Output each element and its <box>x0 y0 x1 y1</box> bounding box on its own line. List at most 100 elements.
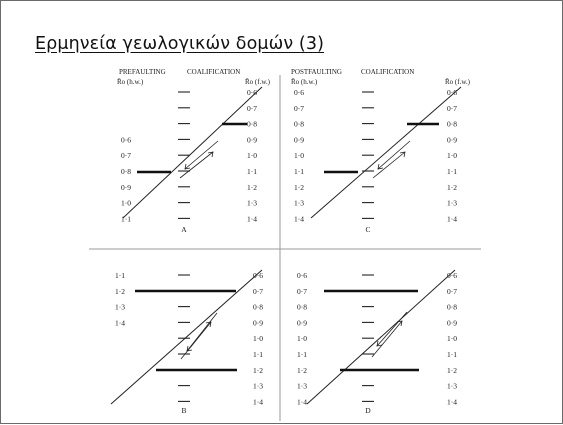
hw-value: 1·2 <box>297 366 307 375</box>
hw-value: 1·1 <box>294 167 304 176</box>
ro-fw-label-c: R̄o (f.w.) <box>445 78 471 86</box>
hw-value: 1·3 <box>297 382 307 391</box>
slip-arrow-down <box>376 311 408 347</box>
panel-letter: A <box>181 225 187 234</box>
slip-arrowhead-down <box>376 340 383 347</box>
header-postfaulting: POSTFAULTING <box>291 68 342 76</box>
fw-value: 1·0 <box>247 151 257 160</box>
fw-value: 0·9 <box>447 135 457 144</box>
hw-value: 0·6 <box>297 271 307 280</box>
ro-hw-label-c: R̄o (h.w.) <box>291 78 318 86</box>
fw-value: 0·6 <box>247 88 257 97</box>
slide-title: Ερμηνεία γεωλογικών δομών (3) <box>35 34 324 54</box>
hw-value: 1·0 <box>121 199 131 208</box>
fault-line <box>122 86 263 219</box>
hw-value: 0·8 <box>121 167 131 176</box>
panel-a: 0·6 0·7 0·8 0·9 1·0 1·1 1·2 1·3 1·4 0·6 0·7 0·8 0·9 1… <box>121 86 263 234</box>
fw-value: 1·3 <box>447 199 457 208</box>
fw-value: 1·2 <box>253 366 263 375</box>
hw-value: 0·8 <box>297 303 307 312</box>
hw-value: 0·7 <box>121 151 131 160</box>
fw-value: 1·1 <box>447 167 457 176</box>
slip-arrow-up <box>372 151 406 179</box>
slip-arrowhead-down <box>377 163 384 170</box>
slip-arrowhead-up <box>205 321 212 328</box>
fw-value: 0·8 <box>447 120 457 129</box>
fw-value: 1·2 <box>447 183 457 192</box>
slip-arrowhead-down <box>184 163 191 170</box>
panel-letter: B <box>181 406 186 415</box>
fw-value: 0·7 <box>447 104 457 113</box>
hw-value: 0·8 <box>294 120 304 129</box>
fw-value: 1·3 <box>253 382 263 391</box>
ro-hw-label-a: R̄o (h.w.) <box>117 78 144 86</box>
panel-letter: C <box>365 225 370 234</box>
fw-value: 0·7 <box>253 287 263 296</box>
hw-value: 0·9 <box>294 135 304 144</box>
slip-arrowhead-up <box>399 151 406 158</box>
header-prefaulting: PREFAULTING <box>119 68 166 76</box>
hw-value: 1·3 <box>115 303 125 312</box>
hw-value: 1·1 <box>115 271 125 280</box>
slip-arrowhead-up <box>396 320 403 327</box>
fw-value: 1·4 <box>253 397 263 406</box>
hw-value: 1·1 <box>297 350 307 359</box>
panel-letter: D <box>365 406 371 415</box>
fw-value: 1·2 <box>447 366 457 375</box>
fw-value: 0·8 <box>253 303 263 312</box>
fw-value: 0·9 <box>447 318 457 327</box>
fw-value: 0·8 <box>247 120 257 129</box>
fw-value: 1·1 <box>253 350 263 359</box>
fw-value: 1·0 <box>447 334 457 343</box>
hw-value: 1·4 <box>294 214 304 223</box>
hw-value: 1·0 <box>297 334 307 343</box>
fw-value: 1·4 <box>247 214 257 223</box>
hw-value: 1·3 <box>294 199 304 208</box>
panel-d: 0·6 0·7 0·8 0·9 1·0 1·1 1·2 1·3 1·4 0·6 0·7 0·8 0·9 1… <box>297 269 457 415</box>
fw-value: 1·1 <box>247 167 257 176</box>
panel-c: 0·6 0·7 0·8 0·9 1·0 1·1 1·2 1·3 1·4 0·6 0·7 0·8 0·9 1… <box>294 86 462 234</box>
fw-value: 0·7 <box>247 104 257 113</box>
fw-value: 1·4 <box>447 397 457 406</box>
fault-line <box>110 269 263 405</box>
hw-value: 1·1 <box>121 214 131 223</box>
fw-value: 1·1 <box>447 350 457 359</box>
fault-line <box>310 86 462 219</box>
slip-arrow-down <box>377 140 411 170</box>
hw-value: 1·2 <box>115 287 125 296</box>
header-coalification-right: COALIFICATION <box>361 68 414 76</box>
slip-arrowhead-up <box>207 151 214 158</box>
slip-arrow-down <box>186 312 218 352</box>
fw-value: 1·0 <box>447 151 457 160</box>
fw-value: 0·7 <box>447 287 457 296</box>
fault-line <box>306 269 456 405</box>
hw-value: 1·4 <box>297 397 307 406</box>
hw-value: 0·9 <box>297 318 307 327</box>
hw-value: 1·0 <box>294 151 304 160</box>
hw-value: 0·7 <box>294 104 304 113</box>
fw-value: 0·6 <box>253 271 263 280</box>
slip-arrow-up <box>371 320 403 358</box>
fw-value: 0·6 <box>447 88 457 97</box>
hw-value: 0·6 <box>294 88 304 97</box>
fw-value: 0·6 <box>447 271 457 280</box>
hw-value: 0·7 <box>297 287 307 296</box>
fw-value: 0·9 <box>253 318 263 327</box>
panel-b: 0·6 0·7 0·8 0·9 1·0 1·1 1·2 1·3 1·4 1·1 1·2 1·3 1·4 B <box>110 269 263 415</box>
fw-value: 0·9 <box>247 135 257 144</box>
slip-arrow-up <box>179 151 214 179</box>
header-coalification-left: COALIFICATION <box>187 68 240 76</box>
fw-value: 0·8 <box>447 303 457 312</box>
slip-arrow-up <box>180 321 212 360</box>
ro-fw-label-a: R̄o (f.w.) <box>245 78 271 86</box>
fw-value: 1·2 <box>247 183 257 192</box>
hw-value: 1·2 <box>294 183 304 192</box>
hw-value: 1·4 <box>115 318 125 327</box>
fw-value: 1·3 <box>247 199 257 208</box>
fw-value: 1·4 <box>447 214 457 223</box>
hw-value: 0·6 <box>121 135 131 144</box>
hw-value: 0·9 <box>121 183 131 192</box>
fw-value: 1·3 <box>447 382 457 391</box>
